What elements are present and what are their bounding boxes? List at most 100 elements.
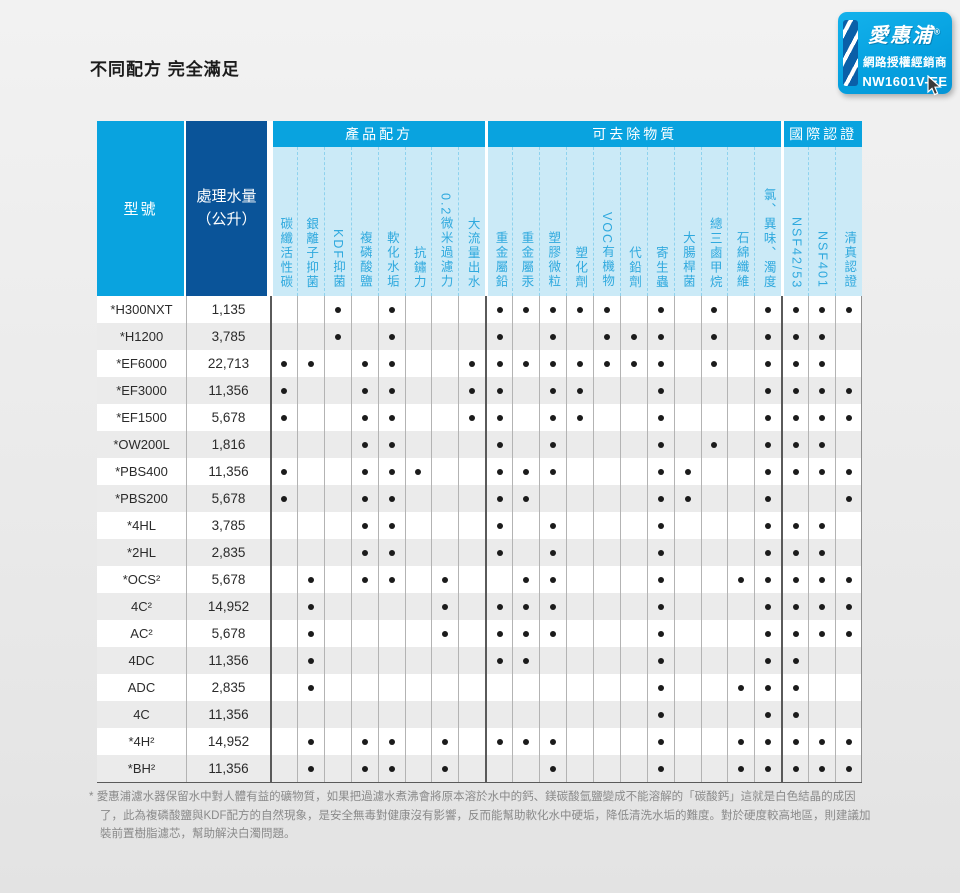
feature-cell bbox=[592, 539, 620, 566]
feature-cell bbox=[619, 512, 647, 539]
feature-dot bbox=[281, 495, 288, 502]
feature-cell bbox=[835, 755, 862, 782]
feature-cell bbox=[565, 539, 593, 566]
feature-cell bbox=[565, 647, 593, 674]
feature-cell bbox=[431, 647, 459, 674]
feature-cell bbox=[619, 377, 647, 404]
feature-dot bbox=[630, 333, 637, 340]
feature-cell bbox=[323, 323, 351, 350]
column-label: 清真認證 bbox=[835, 147, 862, 296]
feature-cell bbox=[700, 485, 728, 512]
feature-cell bbox=[727, 377, 755, 404]
column-label-text: 石綿纖維 bbox=[734, 231, 749, 289]
column-label: 大腸桿菌 bbox=[673, 147, 701, 296]
dealer-badge[interactable]: 愛惠浦® 網路授權經銷商 NW1601V-EE bbox=[838, 12, 952, 94]
feature-dot bbox=[657, 603, 664, 610]
feature-cell bbox=[781, 296, 809, 323]
column-label: 重金屬鉛 bbox=[485, 147, 513, 296]
column-label-text: 大流量出水 bbox=[465, 216, 480, 290]
feature-dot bbox=[765, 495, 772, 502]
feature-cell bbox=[592, 593, 620, 620]
feature-dot bbox=[550, 630, 557, 637]
feature-cell bbox=[377, 458, 405, 485]
column-label-text: 0.2微米過濾力 bbox=[438, 193, 453, 289]
feature-cell bbox=[350, 377, 378, 404]
feature-cell bbox=[673, 296, 701, 323]
feature-cell bbox=[404, 431, 432, 458]
feature-cell bbox=[485, 728, 513, 755]
column-label: 0.2微米過濾力 bbox=[431, 147, 459, 296]
column-label-text: NSF401 bbox=[815, 231, 830, 289]
feature-cell bbox=[673, 566, 701, 593]
feature-cell bbox=[485, 620, 513, 647]
feature-dot bbox=[657, 441, 664, 448]
feature-cell bbox=[350, 674, 378, 701]
feature-cell bbox=[431, 674, 459, 701]
feature-cell bbox=[270, 458, 297, 485]
column-label: 總三鹵甲烷 bbox=[700, 147, 728, 296]
feature-cell bbox=[673, 620, 701, 647]
feature-cell bbox=[565, 485, 593, 512]
model-cell: *4H² bbox=[97, 728, 186, 755]
feature-cell bbox=[673, 701, 701, 728]
feature-cell bbox=[539, 647, 566, 674]
feature-cell bbox=[512, 350, 540, 377]
feature-cell bbox=[754, 674, 782, 701]
feature-cell bbox=[296, 404, 324, 431]
feature-dot bbox=[523, 630, 530, 637]
feature-cell bbox=[350, 296, 378, 323]
feature-cell bbox=[270, 728, 297, 755]
feature-cell bbox=[270, 431, 297, 458]
feature-cell bbox=[565, 593, 593, 620]
page-title: 不同配方 完全滿足 bbox=[90, 60, 240, 79]
feature-cell bbox=[700, 350, 728, 377]
mouse-cursor-icon bbox=[927, 75, 942, 96]
feature-cell bbox=[431, 620, 459, 647]
feature-dot bbox=[442, 603, 449, 610]
feature-dot bbox=[523, 360, 530, 367]
feature-dot bbox=[603, 333, 610, 340]
feature-cell bbox=[673, 323, 701, 350]
feature-cell bbox=[808, 431, 836, 458]
feature-cell bbox=[808, 323, 836, 350]
feature-cell bbox=[781, 458, 809, 485]
feature-dot bbox=[388, 306, 395, 313]
feature-cell bbox=[592, 620, 620, 647]
feature-cell bbox=[700, 431, 728, 458]
feature-dot bbox=[576, 414, 583, 421]
model-cell: 4C bbox=[97, 701, 186, 728]
feature-cell bbox=[485, 512, 513, 539]
feature-cell bbox=[350, 593, 378, 620]
feature-cell bbox=[808, 674, 836, 701]
product-table: 型號 處理水量 （公升） 產品配方 可去除物質 國際認證 碳纖活性碳 銀離子抑菌 KDF抑… bbox=[97, 121, 862, 783]
feature-cell bbox=[512, 701, 540, 728]
feature-dot bbox=[334, 333, 341, 340]
feature-dot bbox=[657, 333, 664, 340]
feature-cell bbox=[808, 566, 836, 593]
column-label: 碳纖活性碳 bbox=[270, 147, 297, 296]
feature-cell bbox=[404, 296, 432, 323]
feature-cell bbox=[646, 674, 674, 701]
feature-cell bbox=[296, 701, 324, 728]
feature-cell bbox=[323, 296, 351, 323]
feature-dot bbox=[657, 630, 664, 637]
feature-cell bbox=[592, 458, 620, 485]
feature-dot bbox=[361, 387, 368, 394]
feature-cell bbox=[458, 539, 486, 566]
feature-dot bbox=[845, 765, 852, 772]
feature-cell bbox=[835, 539, 862, 566]
feature-cell bbox=[404, 350, 432, 377]
feature-cell bbox=[619, 593, 647, 620]
feature-cell bbox=[727, 728, 755, 755]
volume-cell: 22,713 bbox=[186, 350, 270, 377]
feature-dot bbox=[792, 441, 799, 448]
column-label-text: 大腸桿菌 bbox=[680, 231, 695, 289]
feature-cell bbox=[565, 755, 593, 782]
feature-dot bbox=[388, 333, 395, 340]
feature-dot bbox=[307, 603, 314, 610]
feature-cell bbox=[646, 296, 674, 323]
feature-cell bbox=[592, 566, 620, 593]
feature-cell bbox=[323, 647, 351, 674]
feature-cell bbox=[539, 593, 566, 620]
column-label: 石綿纖維 bbox=[727, 147, 755, 296]
